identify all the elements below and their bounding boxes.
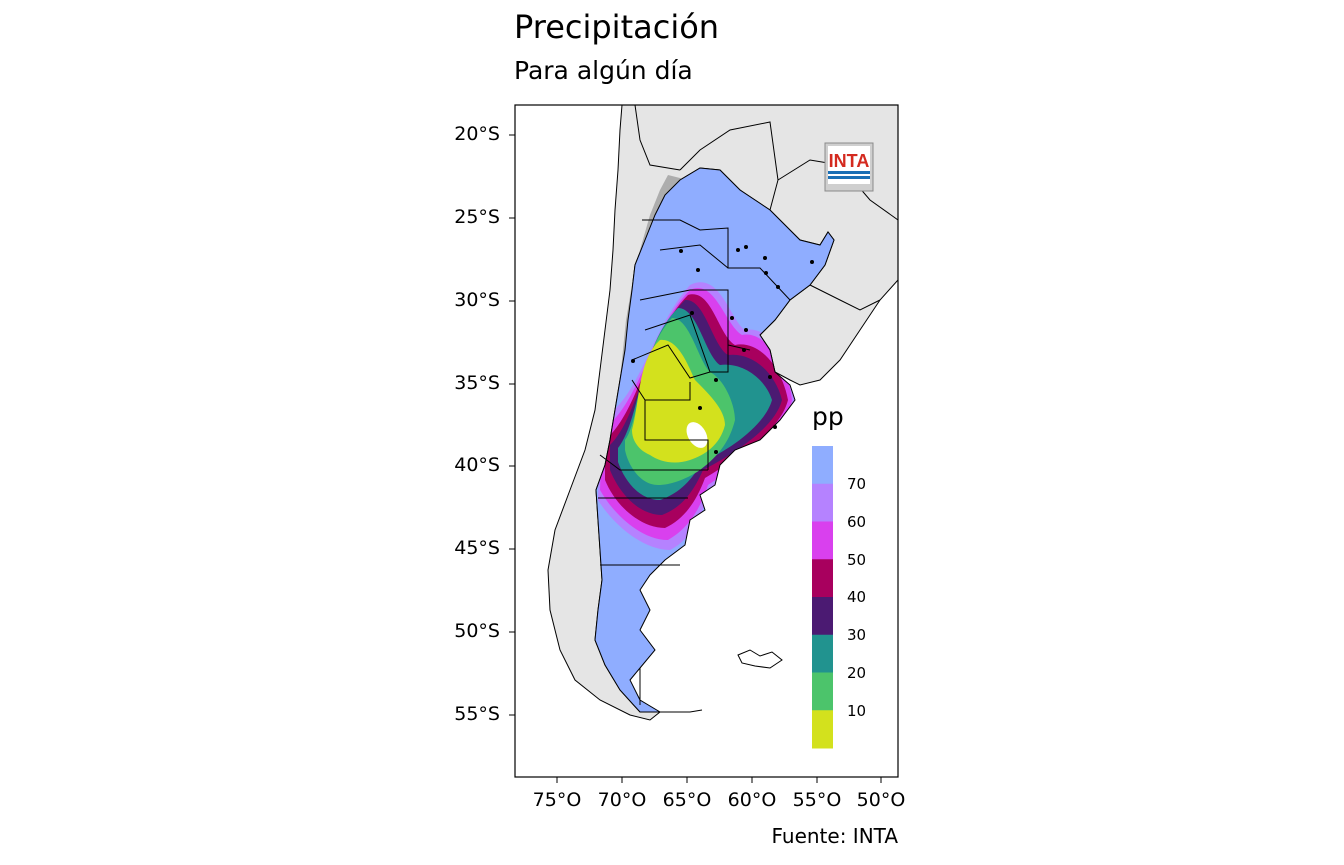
province-borders: [598, 219, 791, 705]
station-point: [768, 375, 772, 379]
x-tick-label: 50°O: [856, 789, 906, 811]
contour-band-0: [686, 422, 708, 448]
legend-swatch: [812, 483, 833, 522]
tierra-del-fuego-coast: [660, 709, 703, 713]
station-points: [631, 245, 814, 454]
logo-text: INTA: [829, 151, 870, 171]
station-point: [690, 311, 694, 315]
legend-swatch: [812, 710, 833, 749]
y-tick-label: 50°S: [454, 620, 500, 642]
legend-label: 60: [847, 513, 867, 531]
falkland-islands: [737, 649, 783, 669]
y-tick-label: 30°S: [454, 289, 500, 311]
station-point: [696, 268, 700, 272]
station-point: [744, 328, 748, 332]
station-point: [763, 256, 767, 260]
station-point: [764, 271, 768, 275]
legend-swatch: [812, 597, 833, 636]
legend-colorbar: [812, 446, 833, 749]
legend-swatch: [812, 559, 833, 598]
station-point: [744, 245, 748, 249]
legend-label: 10: [847, 702, 867, 720]
basemap: [515, 105, 898, 721]
y-tick-label: 25°S: [454, 206, 500, 228]
legend-label: 50: [847, 551, 867, 569]
y-tick-label: 20°S: [454, 123, 500, 145]
legend-swatch: [812, 521, 833, 560]
station-point: [776, 285, 780, 289]
legend-swatch: [812, 446, 833, 485]
station-point: [714, 450, 718, 454]
y-tick-label: 55°S: [454, 703, 500, 725]
y-tick-label: 40°S: [454, 454, 500, 476]
legend-title: pp: [812, 402, 844, 431]
station-point: [810, 260, 814, 264]
x-axis-ticks: [556, 777, 882, 783]
x-tick-label: 75°O: [532, 789, 582, 811]
legend-label: 70: [847, 475, 867, 493]
inta-logo: INTA: [824, 142, 874, 192]
x-tick-label: 70°O: [597, 789, 647, 811]
y-tick-label: 45°S: [454, 537, 500, 559]
x-tick-label: 65°O: [662, 789, 712, 811]
map-title: Precipitación: [514, 8, 720, 46]
map-subtitle: Para algún día: [514, 56, 693, 85]
legend-label: 30: [847, 626, 867, 644]
station-point: [679, 249, 683, 253]
legend-swatch: [812, 634, 833, 673]
legend-swatch: [812, 672, 833, 711]
y-axis-ticks: [509, 134, 515, 716]
x-tick-label: 55°O: [792, 789, 842, 811]
x-tick-label: 60°O: [727, 789, 777, 811]
map-caption: Fuente: INTA: [771, 824, 898, 848]
panel-frame: [514, 104, 899, 778]
legend-label: 40: [847, 588, 867, 606]
station-point: [773, 425, 777, 429]
legend-label: 20: [847, 664, 867, 682]
station-point: [698, 406, 702, 410]
station-point: [742, 348, 746, 352]
station-point: [631, 359, 635, 363]
argentina-outline: [594, 167, 835, 713]
station-point: [714, 378, 718, 382]
y-tick-label: 35°S: [454, 372, 500, 394]
station-point: [730, 316, 734, 320]
station-point: [736, 248, 740, 252]
